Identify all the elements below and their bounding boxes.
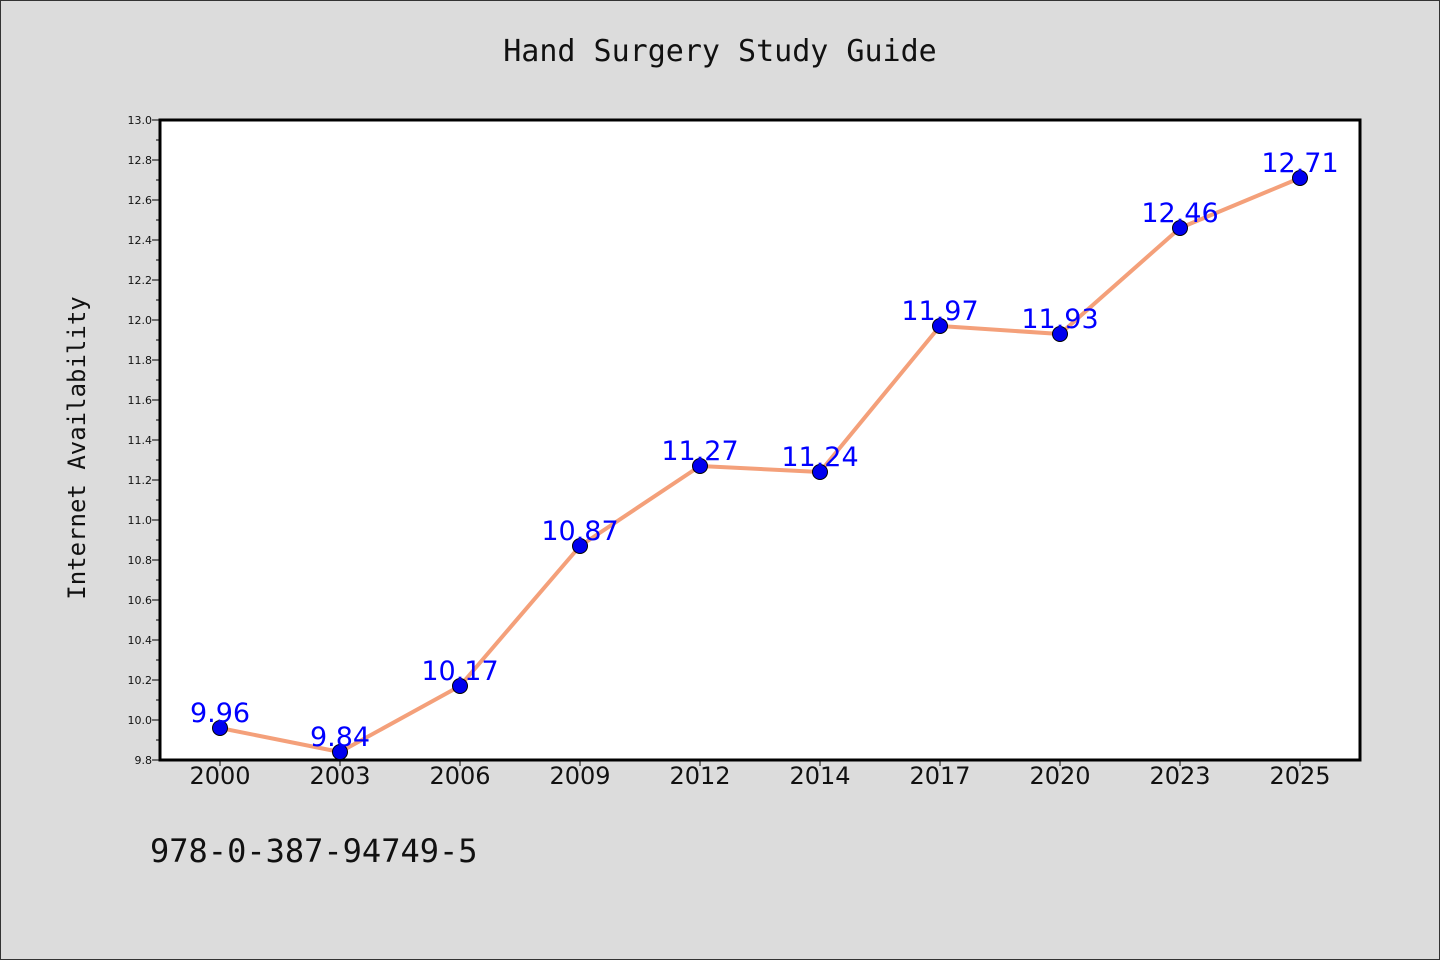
x-tick-label: 2012 [669,762,730,790]
y-tick-label: 12.6 [128,194,153,207]
data-label: 9.84 [310,722,370,753]
data-label: 11.93 [1021,304,1098,335]
data-point [1292,170,1308,186]
y-tick-label: 11.8 [128,354,153,367]
data-point [1052,326,1068,342]
x-tick-label: 2003 [309,762,370,790]
y-tick-label: 11.2 [128,474,153,487]
x-tick-label: 2014 [789,762,850,790]
y-tick-label: 12.4 [128,234,153,247]
y-tick-label: 11.0 [128,514,153,527]
data-point [572,538,588,554]
plot-area [158,118,1362,762]
data-point [812,464,828,480]
y-tick-label: 13.0 [128,114,153,127]
data-point [212,720,228,736]
y-tick-label: 12.8 [128,154,153,167]
x-axis: 2000 2003 2006 2009 2012 2014 2017 2020 2023 2025 [189,760,1331,790]
series-line [219,176,1301,754]
data-label: 11.24 [781,442,858,473]
y-tick-label: 10.6 [128,594,153,607]
y-tick-label: 10.8 [128,554,153,567]
data-label: 12.71 [1261,148,1338,179]
data-label: 10.87 [541,516,618,547]
x-tick-label: 2000 [189,762,250,790]
y-tick-label: 12.0 [128,314,153,327]
y-tick-label: 11.4 [128,434,153,447]
y-axis: 9.8 10.0 10.2 10.4 10.6 10.8 11.0 11.2 11.4 11.6 1… [128,114,160,767]
x-tick-label: 2020 [1029,762,1090,790]
data-label: 11.97 [901,296,978,327]
data-point [1172,220,1188,236]
x-tick-label: 2025 [1269,762,1330,790]
data-label: 12.46 [1141,198,1218,229]
data-labels-group: 9.96 9.84 10.17 10.87 11.27 11.24 11.97 11.93 12… [190,148,1339,753]
data-point [932,318,948,334]
data-point [452,678,468,694]
x-tick-label: 2006 [429,762,490,790]
y-tick-label: 10.4 [128,634,153,647]
y-tick-label: 11.6 [128,394,153,407]
data-point [692,458,708,474]
y-tick-label: 10.2 [128,674,153,687]
chart-title: Hand Surgery Study Guide [503,34,937,69]
x-tick-label: 2023 [1149,762,1210,790]
isbn-text: 978-0-387-94749-5 [150,832,478,870]
data-label: 9.96 [190,698,250,729]
y-tick-label: 9.8 [135,754,153,767]
y-tick-label: 10.0 [128,714,153,727]
y-axis-label: Internet Availability [63,296,91,599]
data-label: 10.17 [421,656,498,687]
x-tick-label: 2009 [549,762,610,790]
y-tick-label: 12.2 [128,274,153,287]
series-line-group [212,170,1308,760]
data-label: 11.27 [661,436,738,467]
x-tick-label: 2017 [909,762,970,790]
data-point [332,744,348,760]
